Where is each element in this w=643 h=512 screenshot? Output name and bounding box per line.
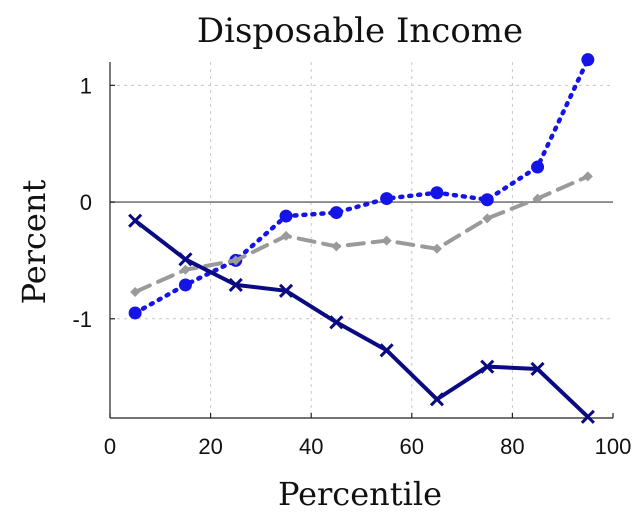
chart-title: Disposable Income [197, 11, 523, 51]
data-point [228, 277, 243, 292]
tick-labels: 0 20 40 60 80 100 1 0 -1 [72, 73, 631, 459]
data-point [331, 241, 342, 252]
series-1-line [132, 57, 591, 316]
data-point [230, 255, 241, 266]
series-2-line [133, 174, 590, 294]
data-point [281, 230, 292, 241]
data-point [329, 315, 344, 330]
data-point [480, 359, 495, 374]
data-point [580, 409, 595, 424]
data-point [128, 306, 142, 320]
data-point [482, 213, 493, 224]
data-point [581, 53, 595, 67]
data-point [178, 252, 193, 267]
data-point [380, 192, 394, 206]
y-axis-label: Percent [15, 180, 53, 305]
series-1 [128, 53, 595, 320]
x-tick-label: 40 [299, 434, 323, 459]
x-tick-label: 60 [400, 434, 424, 459]
data-point [128, 213, 143, 228]
x-tick-label: 100 [595, 434, 632, 459]
x-tick-label: 0 [104, 434, 116, 459]
data-point [532, 193, 543, 204]
data-point [379, 343, 394, 358]
y-tick-label: -1 [72, 307, 92, 332]
y-tick-label: 1 [80, 73, 92, 98]
x-axis-label: Percentile [278, 475, 442, 512]
series-2 [130, 171, 593, 297]
series-3-line [133, 218, 590, 419]
data-point [530, 361, 545, 377]
data-point [278, 283, 294, 298]
y-tick-label: 0 [80, 190, 92, 215]
data-point [381, 235, 392, 246]
data-point [178, 278, 192, 292]
data-point [130, 286, 141, 297]
data-point [279, 209, 293, 223]
data-point [431, 243, 442, 254]
data-point [480, 193, 494, 207]
series-3 [128, 213, 595, 424]
series [128, 53, 595, 424]
x-tick-label: 20 [198, 434, 222, 459]
data-point [429, 392, 445, 407]
axes [109, 62, 614, 419]
data-point [430, 186, 444, 200]
x-tick-label: 80 [500, 434, 524, 459]
data-point [582, 171, 593, 182]
data-point [329, 206, 343, 220]
data-point [180, 264, 191, 275]
grid [110, 62, 613, 418]
data-point [531, 160, 545, 174]
